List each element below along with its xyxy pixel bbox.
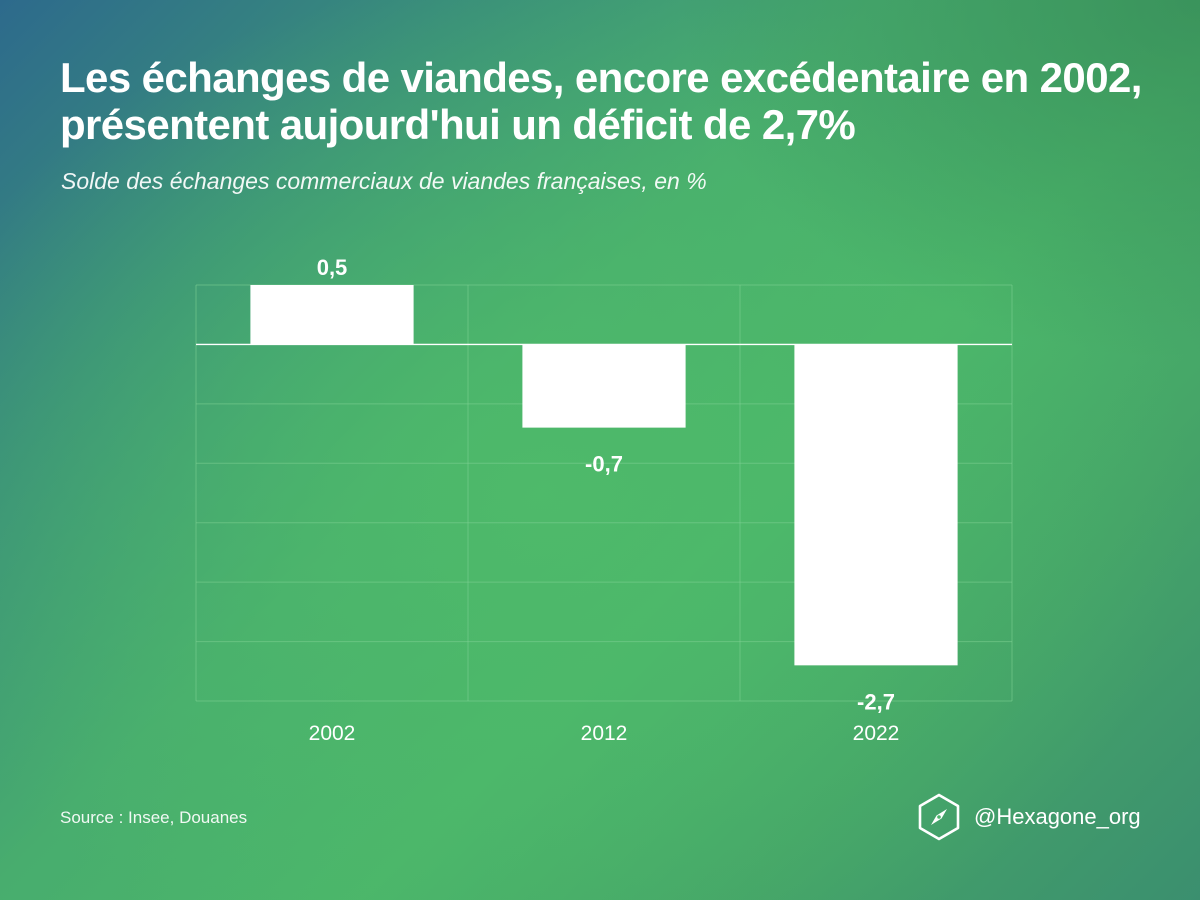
bar-2022 xyxy=(794,344,958,666)
chart-bars xyxy=(250,285,958,666)
brand-handle: @Hexagone_org xyxy=(974,804,1141,829)
brand[interactable]: @Hexagone_org xyxy=(916,793,1141,841)
bar-2012 xyxy=(522,344,686,428)
x-tick-label-2002: 2002 xyxy=(309,722,356,745)
chart-value-labels: 0,5 -0,7 -2,7 xyxy=(317,255,895,714)
data-label-2012: -0,7 xyxy=(585,452,623,477)
bar-2002 xyxy=(250,285,414,345)
source-note: Source : Insee, Douanes xyxy=(60,808,248,827)
data-label-2022: -2,7 xyxy=(857,689,895,714)
x-tick-label-2012: 2012 xyxy=(581,722,628,745)
x-tick-label-2022: 2022 xyxy=(853,722,900,745)
hexagon-compass-icon xyxy=(918,793,960,841)
data-label-2002: 0,5 xyxy=(317,255,348,280)
chart-title: Les échanges de viandes, encore excédent… xyxy=(60,54,1142,148)
chart-subtitle: Solde des échanges commerciaux de viande… xyxy=(61,168,707,194)
chart-x-tick-labels: 2002 2012 2022 xyxy=(309,722,900,745)
